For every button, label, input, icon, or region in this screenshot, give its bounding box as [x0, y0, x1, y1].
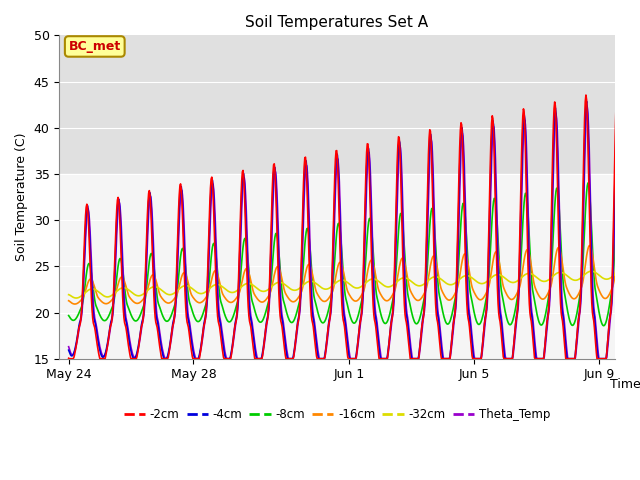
Title: Soil Temperatures Set A: Soil Temperatures Set A [245, 15, 429, 30]
Text: BC_met: BC_met [68, 40, 121, 53]
Legend: -2cm, -4cm, -8cm, -16cm, -32cm, Theta_Temp: -2cm, -4cm, -8cm, -16cm, -32cm, Theta_Te… [119, 403, 555, 426]
X-axis label: Time: Time [611, 378, 640, 391]
Y-axis label: Soil Temperature (C): Soil Temperature (C) [15, 133, 28, 261]
Bar [60, 174, 614, 359]
Bar [60, 36, 614, 174]
